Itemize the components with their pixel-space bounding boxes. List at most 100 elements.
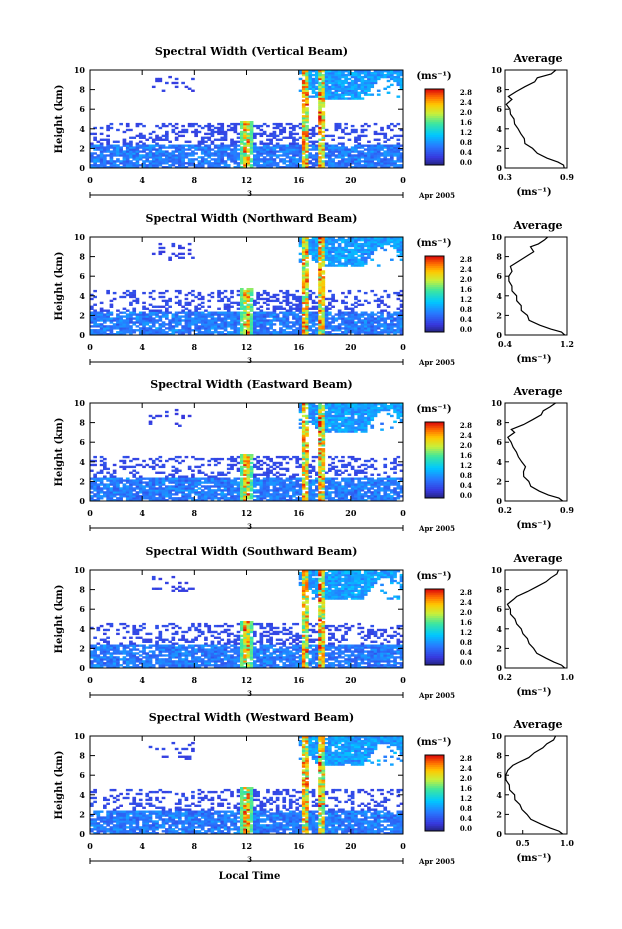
heatmap-cell [301,442,306,445]
heatmap-cell [399,323,404,326]
heatmap-cell [285,493,290,496]
heatmap-cell [138,497,143,500]
heatmap-cell [305,481,309,484]
heatmap-cell [315,406,319,410]
heatmap-cell [308,95,313,98]
heatmap-cell [357,264,362,267]
heatmap-cell [367,242,371,246]
heatmap-cell [187,152,192,155]
colorbar-segment [425,153,444,156]
heatmap-cell [269,152,273,155]
heatmap-cell [158,327,163,330]
heatmap-cell [311,459,316,463]
y-axis-label: Height (km) [54,85,65,154]
heatmap-cell [341,91,345,94]
heatmap-cell [259,132,264,136]
heatmap-cell [230,457,234,461]
heatmap-cell [305,483,309,486]
heatmap-cell [318,272,322,275]
heatmap-cell [315,422,319,425]
heatmap-cell [243,321,247,324]
heatmap-cell [331,325,335,328]
heatmap-cell [301,128,306,132]
heatmap-cell [308,333,313,336]
heatmap-cell [132,475,137,478]
heatmap-cell [168,497,172,500]
heatmap-cell [171,481,176,484]
heatmap-cell [386,327,391,330]
heatmap-cell [240,148,244,151]
heatmap-cell [315,256,319,259]
heatmap-cell [360,97,365,100]
heatmap-cell [178,162,182,165]
colorbar-segment [425,305,444,308]
heatmap-cell [318,162,322,165]
heatmap-cell [158,319,163,322]
heatmap-cell [318,128,322,132]
heatmap-cell [204,477,208,480]
heatmap-cell [210,132,215,136]
heatmap-cell [383,237,388,240]
heatmap-cell [370,73,375,77]
heatmap-cell [135,471,140,474]
heatmap-cell [318,301,322,305]
heatmap-cell [347,83,352,87]
heatmap-cell [380,331,384,334]
heatmap-cell [243,154,247,157]
heatmap-cell [207,321,212,324]
x-tick-label: 0 [400,342,406,352]
heatmap-cell [321,291,326,295]
heatmap-cell [396,83,401,87]
heatmap-cell [279,150,283,153]
heatmap-cell [109,311,114,314]
heatmap-cell [301,134,306,138]
heatmap-cell [269,457,273,461]
heatmap-cell [197,477,202,480]
heatmap-cell [171,327,176,330]
heatmap-cell [217,499,221,502]
heatmap-cell [122,162,127,165]
heatmap-cell [223,134,228,138]
heatmap-cell [174,148,179,151]
heatmap-cell [125,150,130,153]
heatmap-cell [174,422,179,425]
heatmap-cell [181,156,185,159]
heatmap-cell [393,150,397,153]
heatmap-cell [194,457,198,461]
heatmap-cell [122,307,127,310]
heatmap-cell [272,154,277,157]
heatmap-cell [240,138,244,141]
heatmap-cell [138,144,143,147]
heatmap-cell [344,87,348,90]
heatmap-cell [168,333,172,336]
heatmap-cell [132,307,137,310]
colorbar-segment [425,163,444,166]
heatmap-cell [318,70,322,73]
heatmap-cell [200,463,205,467]
heatmap-cell [246,124,251,128]
heatmap-cell [321,164,326,167]
heatmap-cell [341,311,345,314]
heatmap-cell [308,410,313,414]
heatmap-cell [360,260,365,263]
heatmap-cell [178,134,182,138]
heatmap-cell [354,260,358,263]
heatmap-cell [181,246,185,250]
heatmap-cell [318,430,322,433]
heatmap-cell [210,166,215,169]
heatmap-cell [367,246,371,250]
heatmap-cell [125,142,130,145]
heatmap-cell [311,414,316,418]
heatmap-cell [272,150,277,153]
heatmap-cell [390,244,394,248]
heatmap-cell [243,158,247,161]
heatmap-cell [367,150,371,153]
heatmap-cell [256,160,260,163]
heatmap-cell [253,327,257,330]
heatmap-cell [122,295,127,299]
heatmap-cell [311,246,316,250]
heatmap-cell [217,331,221,334]
heatmap-cell [380,158,384,161]
heatmap-cell [256,319,260,322]
heatmap-cell [301,109,306,112]
